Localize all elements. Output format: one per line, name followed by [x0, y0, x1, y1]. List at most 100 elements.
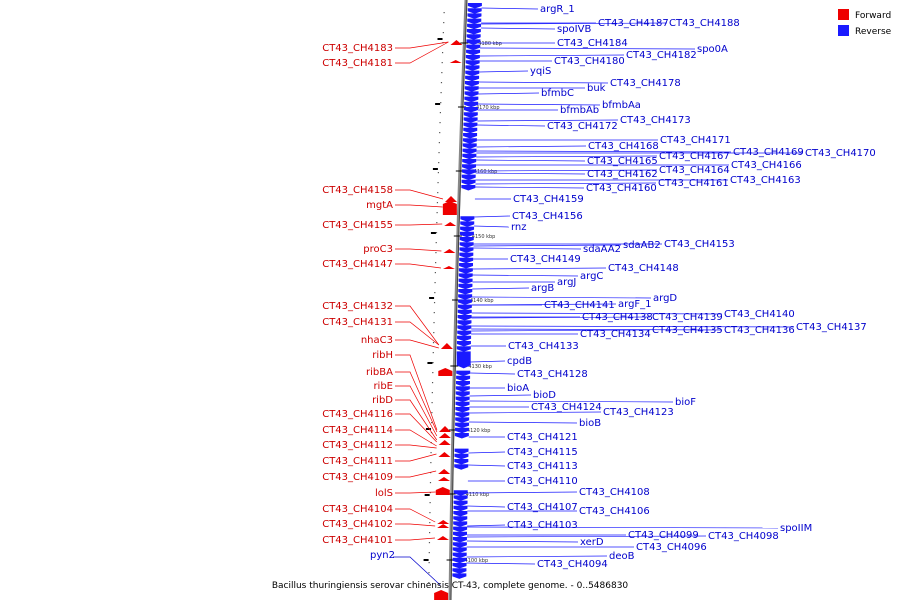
reverse-gene-label-ct43-ch4166: CT43_CH4166: [731, 160, 802, 171]
forward-leader-line: [395, 305, 440, 346]
ruler-dot: [443, 22, 445, 24]
forward-leader-line: [395, 523, 436, 527]
forward-gene-label-ct43-ch4132: CT43_CH4132: [322, 301, 393, 312]
ruler-dot: [433, 312, 435, 314]
forward-leader-line: [395, 491, 436, 494]
ruler-dot: [430, 462, 432, 464]
ruler-dash: [437, 38, 443, 40]
reverse-gene-arrow: [457, 330, 472, 337]
reverse-leader-line: [466, 562, 536, 565]
scale-tick-label: 4160 kbp: [474, 169, 498, 175]
reverse-gene-label-ct43-ch4148: CT43_CH4148: [608, 263, 679, 274]
reverse-gene-label-ct43-ch4188: CT43_CH4188: [669, 18, 740, 29]
reverse-gene-label-ct43-ch4124: CT43_CH4124: [531, 402, 602, 413]
forward-gene-label-ct43-ch4116: CT43_CH4116: [322, 409, 393, 420]
forward-gene-arrow: [437, 524, 450, 528]
reverse-gene-arrow: [454, 433, 469, 439]
legend: Forward Reverse: [838, 9, 892, 37]
ruler-dash: [432, 168, 438, 170]
reverse-gene-arrow: [462, 159, 477, 165]
reverse-gene-arrow: [460, 226, 475, 233]
ruler-dot: [429, 522, 431, 524]
reverse-leader-line: [475, 172, 586, 175]
ruler-dot: [439, 122, 441, 124]
reverse-leader-line: [480, 27, 556, 30]
forward-leader-line: [395, 444, 437, 449]
forward-gene-arrow: [438, 440, 451, 445]
reverse-gene-label-ct43-ch4160: CT43_CH4160: [586, 183, 657, 194]
reverse-gene-label-bfmbaa: bfmbAa: [602, 100, 641, 111]
reverse-leader-line: [470, 372, 516, 375]
reverse-gene-label-argf-1: argF_1: [618, 299, 652, 310]
reverse-gene-arrow: [462, 148, 477, 155]
ruler-dot: [433, 302, 436, 304]
reverse-gene-label-ct43-ch4094: CT43_CH4094: [537, 559, 608, 570]
legend-reverse-label: Reverse: [855, 27, 892, 37]
reverse-gene-arrow: [455, 391, 470, 397]
reverse-gene-label-ct43-ch4178: CT43_CH4178: [610, 78, 681, 89]
forward-gene-label-mgta: mgtA: [366, 200, 393, 211]
reverse-leader-line: [472, 296, 652, 299]
forward-gene-label-lols: lolS: [375, 488, 393, 499]
forward-leader-line: [395, 263, 441, 269]
reverse-gene-arrow: [457, 315, 472, 321]
forward-gene-label-ct43-ch4158: CT43_CH4158: [322, 185, 393, 196]
ruler-dot: [429, 502, 431, 504]
reverse-gene-label-argb: argB: [531, 283, 554, 294]
reverse-gene-label-ct43-ch4169: CT43_CH4169: [733, 147, 804, 158]
ruler-dot: [439, 112, 441, 114]
reverse-gene-arrow: [453, 490, 468, 496]
forward-leader-line: [395, 399, 438, 441]
reverse-gene-arrow: [456, 346, 471, 352]
forward-leader-line: [395, 470, 437, 478]
ruler-dot: [441, 52, 444, 54]
reverse-leader-line: [393, 556, 441, 586]
forward-leader-line: [395, 248, 442, 252]
reverse-gene-label-ct43-ch4103: CT43_CH4103: [507, 520, 578, 531]
reverse-gene-arrow: [455, 386, 470, 392]
reverse-gene-arrow: [458, 299, 473, 305]
reverse-gene-arrow: [456, 351, 471, 369]
ruler-dot: [440, 102, 442, 104]
reverse-gene-arrow: [461, 169, 476, 175]
reverse-gene-label-buk: buk: [587, 83, 606, 94]
reverse-gene-arrow: [464, 96, 479, 103]
ruler-dot: [439, 132, 441, 134]
reverse-gene-arrow: [467, 23, 482, 30]
reverse-leader-line: [473, 247, 582, 250]
ruler-dot: [434, 272, 436, 274]
forward-gene-label-ct43-ch4109: CT43_CH4109: [322, 472, 393, 483]
reverse-gene-label-ct43-ch4162: CT43_CH4162: [587, 169, 658, 180]
ruler-dash: [429, 297, 435, 299]
forward-gene-label-nhac3: nhaC3: [361, 335, 393, 346]
reverse-gene-label-yqis: yqiS: [530, 66, 551, 77]
forward-gene-arrow: [450, 40, 463, 45]
reverse-gene-arrow: [452, 563, 467, 569]
ruler-dot: [434, 282, 436, 284]
reverse-leader-line: [477, 119, 619, 122]
reverse-gene-arrow: [453, 495, 468, 501]
reverse-gene-arrow: [462, 153, 477, 160]
forward-leader-line: [395, 453, 437, 462]
scale-tick-label: 4120 kbp: [467, 428, 491, 434]
ruler-dot: [431, 412, 433, 414]
forward-gene-arrow: [442, 266, 455, 269]
reverse-gene-arrow: [459, 257, 474, 264]
ruler-dot: [438, 152, 440, 154]
reverse-gene-arrow: [454, 464, 469, 470]
reverse-gene-label-ct43-ch4123: CT43_CH4123: [603, 407, 674, 418]
ruler-dot: [438, 162, 440, 164]
reverse-leader-line: [481, 22, 668, 25]
reverse-gene-label-biof: bioF: [675, 397, 696, 408]
forward-gene-arrow: [444, 222, 457, 226]
ruler-dot: [437, 172, 439, 174]
reverse-gene-arrow: [458, 289, 473, 295]
reverse-gene-label-sdaab2: sdaAB2: [623, 240, 661, 251]
reverse-gene-label-ct43-ch4173: CT43_CH4173: [620, 115, 691, 126]
ruler-dot: [435, 252, 437, 254]
ruler-dot: [437, 192, 439, 194]
ruler-dot: [440, 92, 442, 94]
reverse-leader-line: [466, 555, 608, 558]
reverse-gene-arrow: [454, 459, 469, 465]
forward-gene-label-proc3: proC3: [363, 244, 393, 255]
